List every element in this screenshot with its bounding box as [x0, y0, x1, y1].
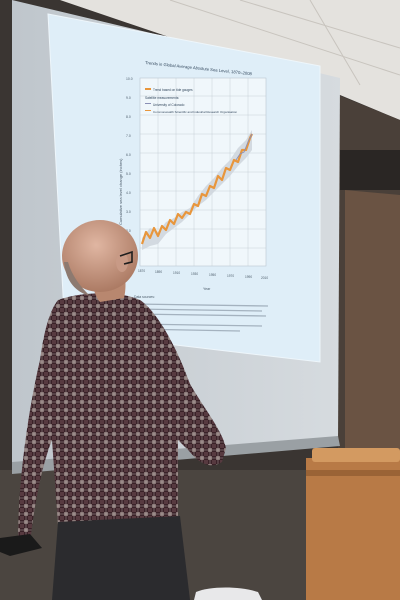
x-tick-label: 1930 — [191, 272, 198, 276]
y-tick-label: 4.0 — [126, 191, 131, 195]
x-tick-label: 1950 — [209, 273, 216, 277]
y-tick-label: 7.0 — [126, 134, 131, 138]
x-tick-label: 1910 — [173, 271, 180, 275]
x-tick-label: 1990 — [245, 275, 252, 279]
plastic-bag — [194, 587, 262, 600]
ear — [116, 252, 128, 272]
y-tick-label: 6.0 — [126, 153, 131, 157]
glasses-icon — [119, 250, 133, 265]
y-tick-label: 3.0 — [126, 210, 131, 214]
y-tick-label: 5.0 — [126, 172, 131, 176]
chart-legend: Trend based on tide gauges Satellite mea… — [145, 88, 237, 114]
x-tick-label: 1870 — [138, 269, 145, 273]
chart-area — [139, 77, 267, 267]
trend-line — [140, 133, 253, 245]
x-tick-label: 1970 — [227, 274, 234, 278]
x-tick-label: 2010 — [261, 276, 268, 280]
legend-entry: Satellite measurements: — [145, 96, 179, 100]
legend-entry: Trend based on tide gauges — [153, 88, 193, 92]
dark-pants — [52, 516, 190, 600]
y-tick-label: 2.0 — [126, 229, 131, 233]
legend-entry: Commonwealth Scientific and Industrial R… — [153, 110, 237, 114]
x-axis-label: Year — [203, 287, 211, 291]
y-axis-label: Cumulative sea level change (inches) — [118, 158, 123, 225]
hair-fringe — [64, 262, 90, 296]
device-on-shelf — [0, 534, 42, 556]
data-sources-heading: Data sources: — [134, 295, 155, 299]
x-tick-labels: 1870 1890 1910 1930 1950 1970 1990 2010 — [138, 269, 268, 280]
y-tick-label: 10.0 — [126, 77, 133, 81]
y-tick-label: 9.0 — [126, 96, 131, 100]
chart-gridlines — [140, 78, 266, 266]
y-tick-label: 8.0 — [126, 115, 131, 119]
legend-entry: University of Colorado — [153, 103, 185, 107]
podium — [306, 448, 400, 600]
uncertainty-band — [142, 130, 252, 250]
satellite-line — [235, 133, 253, 161]
x-tick-label: 1890 — [155, 270, 162, 274]
presenter — [18, 220, 226, 600]
plaid-shirt — [18, 293, 226, 545]
bald-head — [62, 220, 138, 292]
ceiling — [0, 0, 400, 120]
